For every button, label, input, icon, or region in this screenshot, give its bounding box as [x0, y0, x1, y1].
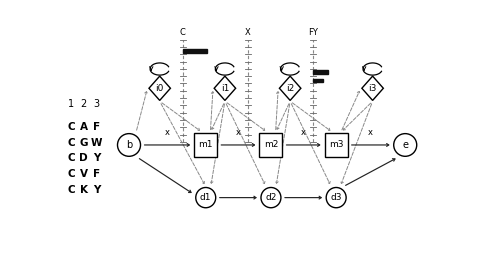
- Text: A: A: [80, 122, 88, 132]
- Text: i0: i0: [155, 84, 164, 93]
- Text: d2: d2: [265, 193, 277, 202]
- Text: D: D: [79, 153, 88, 163]
- Polygon shape: [259, 133, 283, 157]
- Polygon shape: [214, 76, 236, 100]
- Text: 2: 2: [81, 99, 87, 109]
- Ellipse shape: [117, 134, 141, 156]
- Polygon shape: [194, 133, 217, 157]
- Text: m2: m2: [264, 140, 278, 149]
- Text: C: C: [68, 122, 75, 132]
- Ellipse shape: [394, 134, 417, 156]
- Text: X: X: [245, 28, 251, 37]
- Text: d1: d1: [200, 193, 211, 202]
- Text: x: x: [236, 128, 241, 137]
- Text: x: x: [368, 128, 373, 137]
- Polygon shape: [149, 76, 170, 100]
- Polygon shape: [279, 76, 301, 100]
- Ellipse shape: [261, 188, 281, 208]
- Text: 1: 1: [68, 99, 75, 109]
- Text: C: C: [68, 185, 75, 195]
- Polygon shape: [362, 76, 383, 100]
- Text: FY: FY: [308, 28, 318, 37]
- Polygon shape: [325, 133, 347, 157]
- Text: i2: i2: [286, 84, 294, 93]
- Text: K: K: [80, 185, 88, 195]
- Text: V: V: [80, 169, 88, 179]
- Text: m1: m1: [198, 140, 213, 149]
- Ellipse shape: [196, 188, 216, 208]
- Text: 3: 3: [94, 99, 99, 109]
- Text: G: G: [80, 138, 88, 148]
- Text: C: C: [68, 153, 75, 163]
- Text: F: F: [93, 169, 100, 179]
- Text: C: C: [68, 138, 75, 148]
- Text: W: W: [91, 138, 102, 148]
- Text: C: C: [68, 169, 75, 179]
- Text: x: x: [165, 128, 170, 137]
- Text: i1: i1: [221, 84, 229, 93]
- Text: b: b: [126, 140, 132, 150]
- Text: m3: m3: [329, 140, 344, 149]
- Bar: [313, 79, 323, 82]
- Bar: [313, 70, 329, 74]
- Ellipse shape: [326, 188, 346, 208]
- Text: d3: d3: [331, 193, 342, 202]
- Text: e: e: [402, 140, 408, 150]
- Text: Y: Y: [93, 185, 100, 195]
- Text: F: F: [93, 122, 100, 132]
- Bar: [183, 49, 206, 53]
- Text: x: x: [301, 128, 306, 137]
- Text: C: C: [180, 28, 186, 37]
- Text: Y: Y: [93, 153, 100, 163]
- Text: i3: i3: [368, 84, 377, 93]
